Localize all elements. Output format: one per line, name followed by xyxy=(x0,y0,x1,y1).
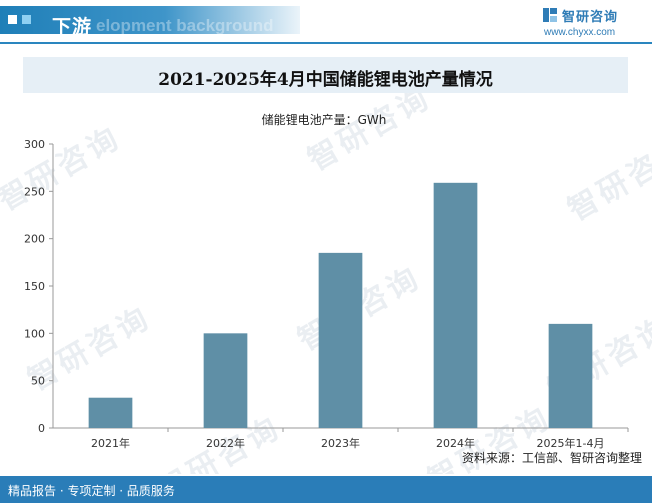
y-tick-label: 250 xyxy=(24,185,45,198)
y-tick-label: 200 xyxy=(24,233,45,246)
y-tick-label: 300 xyxy=(24,138,45,151)
section-title: 下游 xyxy=(52,16,93,38)
bar xyxy=(318,252,363,428)
source-note: 资料来源：工信部、智研咨询整理 xyxy=(461,451,642,465)
x-tick-label: 2021年 xyxy=(91,436,130,450)
bar xyxy=(433,182,478,428)
header-square-icon xyxy=(8,15,17,24)
y-tick-label: 50 xyxy=(31,375,45,388)
y-tick-label: 0 xyxy=(38,422,45,435)
x-tick-label: 2022年 xyxy=(206,436,245,450)
header-background-text: elopment background xyxy=(96,16,274,35)
bar xyxy=(548,323,593,428)
chart-title-bar: 2021-2025年4月中国储能锂电池产量情况 xyxy=(23,57,628,93)
y-tick-label: 100 xyxy=(24,327,45,340)
bar-chart: 储能锂电池产量：GWh 0 50 100 150 200 250 300 2021年 2022年 2… xyxy=(24,112,629,450)
page-header: elopment background 下游 智研咨询 www.chyxx.co… xyxy=(0,0,652,44)
x-tick-label: 2024年 xyxy=(436,436,475,450)
brand-logo-icon xyxy=(543,8,557,22)
x-tick-label: 2023年 xyxy=(321,436,360,450)
header-tab: elopment background 下游 xyxy=(0,6,300,38)
page-footer: 资料来源：工信部、智研咨询整理 精品报告 · 专项定制 · 品质服务 xyxy=(0,451,652,503)
header-divider xyxy=(0,42,652,44)
header-square-icon xyxy=(22,15,31,24)
y-tick-label: 150 xyxy=(24,280,45,293)
brand-name: 智研咨询 xyxy=(562,10,619,25)
brand: 智研咨询 www.chyxx.com xyxy=(542,6,638,42)
legend-label: 储能锂电池产量：GWh xyxy=(262,112,387,127)
bar xyxy=(88,397,133,428)
bar xyxy=(203,333,248,428)
footer-tagline: 精品报告 · 专项定制 · 品质服务 xyxy=(8,484,175,498)
chart-title: 2021-2025年4月中国储能锂电池产量情况 xyxy=(158,70,493,90)
x-tick-label: 2025年1-4月 xyxy=(537,436,605,450)
brand-url: www.chyxx.com xyxy=(544,27,616,38)
